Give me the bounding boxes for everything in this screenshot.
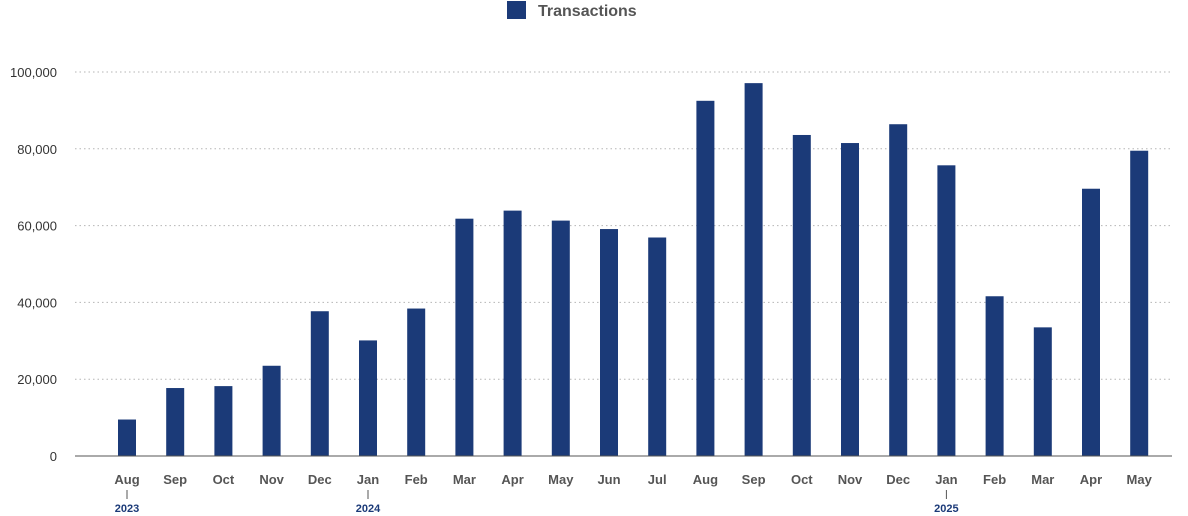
legend-label-transactions: Transactions [538, 3, 637, 20]
y-axis-tick-labels: 0 20,000 40,000 60,000 80,000 100,000 [10, 65, 57, 464]
bar-may-21[interactable] [1130, 150, 1149, 456]
bar-aug-0[interactable] [118, 419, 136, 456]
x-tick-label: Jun [597, 472, 620, 487]
bar-feb-18[interactable] [985, 296, 1004, 456]
x-tick-label: Jan [935, 472, 957, 487]
y-tick-label: 60,000 [17, 219, 57, 234]
bar-sep-1[interactable] [166, 388, 185, 456]
year-markers: 2023 2024 2025 [115, 490, 959, 515]
x-tick-label: Jul [648, 472, 667, 487]
y-tick-label: 0 [50, 449, 57, 464]
x-tick-label: Sep [163, 472, 187, 487]
bar-feb-6[interactable] [407, 308, 426, 456]
y-tick-label: 100,000 [10, 65, 57, 80]
year-label-2023: 2023 [115, 503, 139, 515]
bars [118, 83, 1149, 457]
bar-jan-5[interactable] [359, 340, 377, 456]
bar-jun-10[interactable] [600, 229, 618, 456]
bar-sep-13[interactable] [744, 83, 763, 457]
x-tick-label: Mar [1031, 472, 1054, 487]
y-tick-label: 40,000 [17, 295, 57, 310]
x-tick-label: Oct [791, 472, 813, 487]
x-tick-label: Apr [501, 472, 523, 487]
bar-oct-2[interactable] [214, 386, 233, 456]
x-tick-label: Aug [114, 472, 139, 487]
bar-mar-19[interactable] [1033, 327, 1052, 456]
x-tick-label: Feb [405, 472, 428, 487]
year-label-2024: 2024 [356, 503, 381, 515]
legend: Transactions [507, 1, 637, 20]
bar-jan-17[interactable] [937, 165, 956, 456]
x-tick-label: Nov [838, 472, 863, 487]
x-tick-label: Nov [259, 472, 284, 487]
x-tick-label: Aug [693, 472, 718, 487]
x-tick-label: Feb [983, 472, 1006, 487]
bar-nov-3[interactable] [262, 365, 281, 456]
bar-jul-11[interactable] [648, 237, 667, 456]
x-axis-tick-labels: Aug Sep Oct Nov Dec Jan Feb Mar Apr May Jun Jul Aug S… [114, 472, 1152, 487]
x-tick-label: Apr [1080, 472, 1102, 487]
bar-dec-4[interactable] [310, 311, 329, 456]
bar-apr-20[interactable] [1082, 188, 1100, 456]
bar-dec-16[interactable] [889, 124, 908, 456]
gridlines [75, 71, 1172, 380]
bar-may-9[interactable] [551, 220, 570, 456]
bar-aug-12[interactable] [696, 100, 715, 457]
x-tick-label: Sep [742, 472, 766, 487]
legend-swatch-transactions [507, 1, 526, 19]
bar-mar-7[interactable] [455, 218, 474, 456]
x-tick-label: May [1127, 472, 1153, 487]
bar-oct-14[interactable] [792, 134, 811, 456]
y-tick-label: 80,000 [17, 142, 57, 157]
x-tick-label: Dec [308, 472, 332, 487]
x-tick-label: Oct [213, 472, 235, 487]
x-tick-label: May [548, 472, 574, 487]
y-tick-label: 20,000 [17, 372, 57, 387]
bar-nov-15[interactable] [841, 143, 859, 457]
x-tick-label: Dec [886, 472, 910, 487]
x-tick-label: Jan [357, 472, 379, 487]
year-label-2025: 2025 [934, 503, 958, 515]
x-tick-label: Mar [453, 472, 476, 487]
bar-apr-8[interactable] [503, 210, 522, 456]
